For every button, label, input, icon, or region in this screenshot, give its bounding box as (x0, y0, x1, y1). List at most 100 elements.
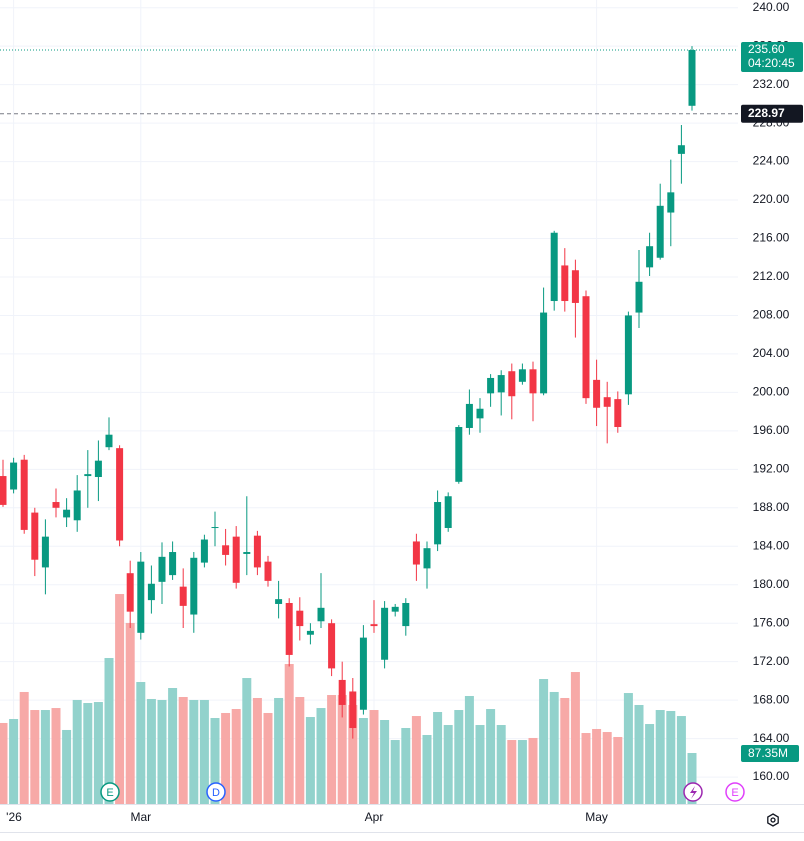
candle-body (529, 369, 537, 394)
volume-bar (507, 740, 517, 804)
candle-body (232, 536, 240, 583)
candle-body (603, 397, 611, 407)
volume-bar (581, 733, 591, 804)
candle-body (10, 462, 18, 490)
candle-body (561, 265, 569, 302)
y-tick-label: 208.00 (753, 308, 790, 322)
candle-body (593, 379, 601, 408)
candle-body (434, 502, 442, 545)
volume-bar (528, 737, 538, 804)
candle-body (497, 375, 505, 393)
candle-body (264, 561, 272, 581)
volume-bar (295, 696, 305, 804)
volume-bar (645, 724, 655, 804)
volume-bar (263, 712, 273, 804)
y-tick-label: 188.00 (753, 500, 790, 514)
y-tick-label: 204.00 (753, 346, 790, 360)
candle-body (465, 403, 473, 428)
volume-bar (210, 718, 220, 804)
volume-bar (19, 691, 29, 804)
candle-body (667, 192, 675, 213)
volume-bar (30, 710, 40, 804)
candle-body (126, 573, 134, 612)
candle-body (476, 408, 484, 419)
volume-bar (666, 711, 676, 804)
event-label: E (731, 787, 738, 799)
candle-body (94, 460, 102, 478)
event-marker[interactable]: D (206, 782, 226, 802)
candle-body (179, 586, 187, 606)
volume-bar (486, 709, 496, 804)
candle-body (84, 474, 92, 477)
volume-bar (369, 710, 379, 804)
candle-body (688, 50, 696, 106)
y-tick-label: 232.00 (753, 77, 790, 91)
candle-body (41, 536, 49, 568)
prev-close-badge (741, 104, 803, 123)
candle-body (508, 371, 516, 397)
candle-body (243, 552, 251, 554)
volume-bar (602, 732, 612, 804)
candle-body (222, 545, 230, 555)
event-circle (206, 782, 226, 802)
candle-body (158, 556, 166, 582)
volume-bar (443, 725, 453, 804)
volume-bar (242, 678, 252, 804)
volume-bar (358, 718, 368, 804)
volume-bar (9, 719, 19, 804)
candle-body (73, 490, 81, 521)
volume-bar (252, 697, 262, 804)
volume-bar (623, 693, 633, 804)
volume-layer (0, 594, 697, 804)
candle-body (253, 535, 261, 568)
volume-bar (613, 736, 623, 804)
volume-bar (592, 728, 602, 804)
candle-body (349, 691, 357, 729)
lightning-icon (690, 786, 697, 799)
y-tick-label: 180.00 (753, 577, 790, 591)
volume-bar (422, 735, 432, 804)
volume-bar (496, 725, 506, 804)
event-label: E (106, 787, 113, 799)
y-tick-label: 220.00 (753, 192, 790, 206)
candle-body (540, 312, 548, 394)
volume-bar (51, 708, 61, 804)
event-circle (100, 782, 120, 802)
candle-body (338, 679, 346, 705)
volume-bar (199, 699, 209, 804)
volume-bar (464, 696, 474, 804)
candle-body (423, 548, 431, 569)
volume-bar (284, 664, 294, 804)
last-price-label: 235.60 (748, 42, 785, 56)
candle-body (550, 232, 558, 302)
volume-badge-label: 87.35M (748, 746, 788, 760)
volume-bar (433, 712, 443, 804)
last-price-badge (741, 42, 803, 73)
volume-bar (380, 719, 390, 804)
y-tick-label: 160.00 (753, 769, 790, 783)
volume-bar (62, 729, 72, 804)
event-marker[interactable]: E (100, 782, 120, 802)
candle-body (487, 377, 495, 394)
y-tick-label: 196.00 (753, 423, 790, 437)
x-tick-label: Mar (130, 810, 151, 824)
volume-bar (327, 695, 337, 804)
candle-layer (0, 46, 696, 739)
event-marker[interactable]: E (725, 782, 745, 802)
candle-body (31, 512, 39, 560)
candle-body (0, 476, 7, 505)
candle-body (370, 624, 378, 627)
x-tick-label: Apr (365, 810, 384, 824)
volume-bar (146, 698, 156, 804)
candle-body (296, 610, 304, 627)
y-tick-label: 176.00 (753, 615, 790, 629)
settings-icon[interactable] (767, 813, 779, 827)
y-tick-label: 224.00 (753, 154, 790, 168)
volume-bar (136, 681, 146, 804)
volume-bar (560, 697, 570, 804)
volume-bar (570, 672, 580, 804)
volume-bar (687, 753, 697, 804)
y-tick-label: 192.00 (753, 461, 790, 475)
candle-body (359, 637, 367, 710)
volume-bar (93, 702, 103, 804)
